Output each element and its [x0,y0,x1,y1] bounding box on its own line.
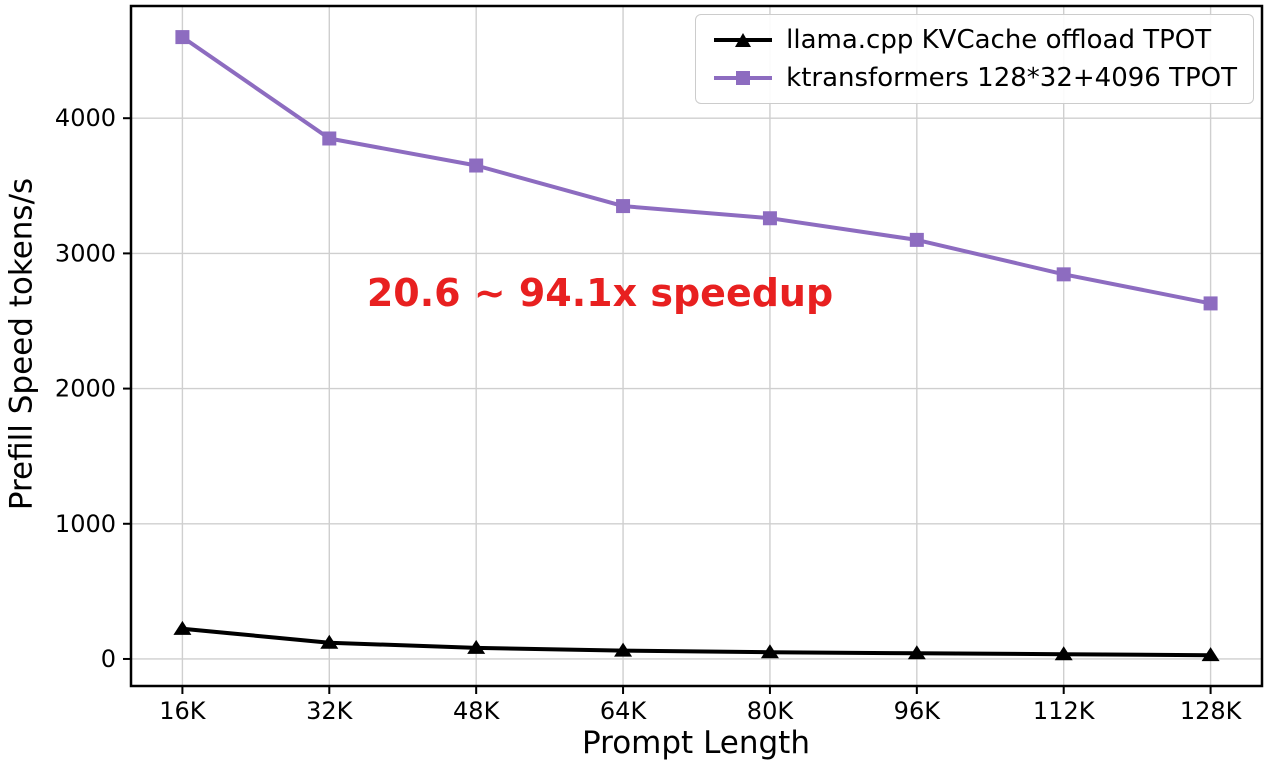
svg-text:96K: 96K [894,697,942,725]
svg-text:32K: 32K [306,697,354,725]
y-axis-label: Prefill Speed tokens/s [3,177,40,511]
svg-text:16K: 16K [159,697,207,725]
svg-text:2000: 2000 [55,375,116,403]
llama-line-sample-icon [714,33,773,47]
legend: llama.cpp KVCache offload TPOT ktransfor… [695,14,1254,104]
legend-label-ktransformers: ktransformers 128*32+4096 TPOT [786,63,1237,93]
svg-text:1000: 1000 [55,510,116,538]
x-axis-label: Prompt Length [582,725,810,761]
svg-text:112K: 112K [1033,697,1096,725]
speedup-annotation: 20.6 ~ 94.1x speedup [366,271,834,315]
svg-text:48K: 48K [453,697,501,725]
svg-text:128K: 128K [1180,697,1243,725]
svg-text:80K: 80K [747,697,795,725]
legend-item-ktransformers: ktransformers 128*32+4096 TPOT [712,63,1237,93]
svg-text:3000: 3000 [55,239,116,267]
legend-item-llama: llama.cpp KVCache offload TPOT [712,25,1237,55]
svg-text:64K: 64K [600,697,648,725]
ktransformers-line-sample-icon [714,71,773,85]
svg-text:4000: 4000 [55,104,116,132]
legend-label-llama: llama.cpp KVCache offload TPOT [786,25,1212,55]
svg-text:0: 0 [101,645,116,673]
